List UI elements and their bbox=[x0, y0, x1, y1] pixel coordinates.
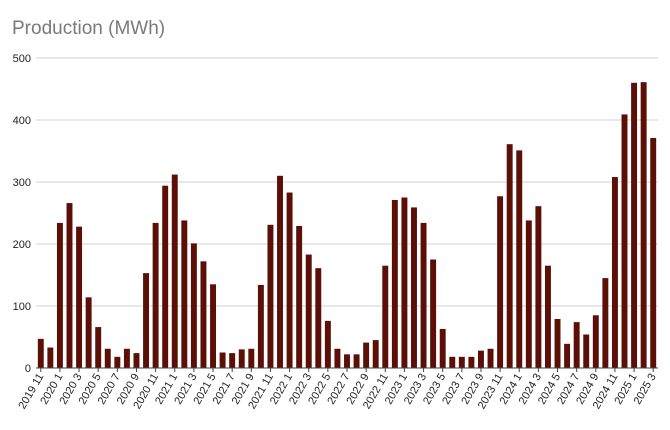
y-tick-label: 500 bbox=[13, 53, 31, 65]
bar-2024-7 bbox=[573, 322, 580, 368]
bar-2020-2 bbox=[66, 203, 73, 368]
bar-2020-7 bbox=[114, 356, 121, 368]
bar-2020-1 bbox=[56, 222, 63, 368]
bar-2019-12 bbox=[47, 347, 54, 368]
bar-2020-3 bbox=[76, 226, 83, 368]
bar-2021-11 bbox=[267, 224, 274, 368]
bar-2025-2 bbox=[640, 82, 647, 369]
bar-2020-9 bbox=[133, 353, 140, 368]
bar-2021-3 bbox=[190, 243, 197, 368]
y-tick-label: 0 bbox=[25, 363, 31, 375]
bar-2020-6 bbox=[104, 348, 111, 368]
bar-2022-10 bbox=[372, 340, 379, 368]
bar-2022-11 bbox=[382, 265, 389, 368]
bar-2024-8 bbox=[583, 334, 590, 368]
chart-title: Production (MWh) bbox=[12, 18, 166, 39]
bar-2022-7 bbox=[344, 354, 350, 368]
bar-2021-9 bbox=[248, 348, 255, 368]
bar-2019-11 bbox=[37, 338, 44, 368]
bar-2021-10 bbox=[257, 284, 264, 368]
bar-2020-11 bbox=[152, 222, 159, 368]
bar-2023-2 bbox=[411, 207, 417, 368]
bar-2024-4 bbox=[544, 265, 551, 368]
y-tick-label: 100 bbox=[13, 301, 31, 313]
bar-2021-8 bbox=[238, 349, 245, 368]
bar-2022-12 bbox=[391, 199, 398, 368]
bar-2023-6 bbox=[449, 356, 456, 368]
y-tick-label: 300 bbox=[13, 177, 31, 189]
bar-2024-12 bbox=[621, 114, 628, 368]
bar-2021-5 bbox=[210, 284, 216, 368]
bar-2022-6 bbox=[334, 348, 341, 368]
bar-2023-3 bbox=[420, 222, 427, 368]
x-tick-label: 2019 11 bbox=[17, 372, 47, 412]
bar-2024-2 bbox=[525, 220, 532, 368]
bar-2023-4 bbox=[430, 259, 437, 368]
y-tick-label: 400 bbox=[13, 115, 31, 127]
bar-2021-2 bbox=[181, 220, 188, 368]
bar-2022-4 bbox=[315, 268, 322, 368]
bar-2023-7 bbox=[458, 356, 465, 368]
bar-2025-1 bbox=[631, 82, 638, 369]
y-tick-label: 200 bbox=[13, 239, 31, 251]
bar-2020-4 bbox=[85, 297, 92, 368]
bar-2023-12 bbox=[506, 144, 513, 368]
bar-2021-12 bbox=[277, 175, 283, 368]
bar-2022-5 bbox=[324, 320, 331, 368]
bar-2020-10 bbox=[143, 273, 150, 368]
bar-2023-8 bbox=[468, 356, 475, 368]
bar-2023-9 bbox=[478, 350, 484, 368]
bar-2022-3 bbox=[305, 254, 312, 368]
bar-2020-8 bbox=[123, 348, 130, 368]
bar-2021-7 bbox=[229, 353, 236, 368]
bar-layer bbox=[37, 82, 657, 369]
bar-2022-8 bbox=[353, 354, 360, 368]
bar-2022-9 bbox=[363, 342, 370, 368]
bar-2024-5 bbox=[554, 319, 561, 368]
bar-2024-11 bbox=[611, 177, 618, 368]
bar-2025-3 bbox=[650, 137, 657, 368]
bar-2024-1 bbox=[516, 150, 523, 368]
bar-2020-12 bbox=[162, 185, 169, 368]
grid-layer bbox=[36, 57, 658, 307]
bar-2023-5 bbox=[439, 328, 446, 368]
bar-2022-1 bbox=[286, 192, 293, 368]
bar-2022-2 bbox=[296, 226, 303, 368]
bar-2021-4 bbox=[200, 261, 207, 368]
bar-2023-10 bbox=[487, 348, 494, 368]
bar-2024-3 bbox=[535, 206, 542, 368]
bar-2024-9 bbox=[592, 315, 599, 368]
bar-2021-1 bbox=[171, 174, 178, 368]
bar-2023-1 bbox=[401, 197, 408, 368]
bar-2024-6 bbox=[564, 343, 571, 368]
bar-2023-11 bbox=[497, 196, 504, 368]
bar-2024-10 bbox=[602, 278, 609, 368]
bar-2020-5 bbox=[95, 327, 102, 368]
bar-2021-6 bbox=[219, 352, 226, 368]
